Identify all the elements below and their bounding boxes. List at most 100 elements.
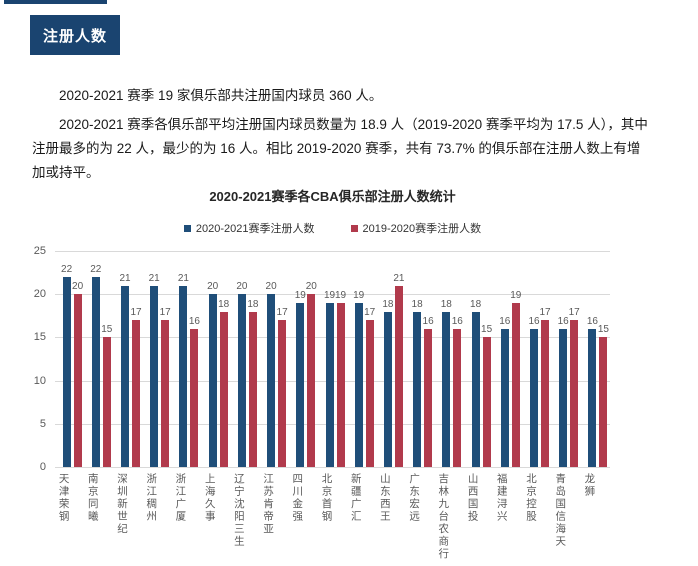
bar-2020-2021赛季注册人数-天津荣钢 (62, 276, 71, 467)
bar-2019-2020赛季注册人数-上海久事 (219, 311, 228, 467)
y-axis-tick-20: 20 (33, 288, 46, 300)
bar-2020-2021赛季注册人数-青岛国信海天 (559, 328, 568, 467)
gridline-25 (55, 251, 610, 252)
bar-2020-2021赛季注册人数-北京控股 (530, 328, 538, 467)
bar-2020-2021赛季注册人数-浙江稠州 (150, 285, 159, 467)
bar-value-label: 18 (470, 298, 482, 310)
bar-value-label: 19 (510, 289, 522, 301)
bar-value-label: 18 (218, 298, 230, 310)
bar-2019-2020赛季注册人数-吉林九台农商行 (453, 328, 462, 467)
section-badge: 注册人数 (30, 15, 120, 55)
top-partial-tab (4, 0, 107, 4)
x-axis-label-新疆广汇: 新疆广汇 (349, 473, 362, 523)
x-axis-label-四川金强: 四川金强 (291, 473, 304, 523)
bar-2020-2021赛季注册人数-山西国投 (471, 311, 480, 467)
bar-value-label: 21 (393, 272, 405, 284)
bar-2019-2020赛季注册人数-南京同曦 (102, 337, 111, 467)
bar-2020-2021赛季注册人数-山东西王 (383, 311, 392, 467)
bar-value-label: 16 (422, 315, 434, 327)
bar-2019-2020赛季注册人数-青岛国信海天 (570, 320, 579, 467)
bar-value-label: 17 (130, 307, 142, 319)
y-axis-tick-25: 25 (33, 245, 46, 257)
gridline-0 (55, 467, 610, 468)
bar-2019-2020赛季注册人数-山东西王 (394, 285, 403, 467)
bar-2019-2020赛季注册人数-四川金强 (307, 294, 316, 467)
bar-value-label: 22 (90, 263, 102, 275)
bar-2020-2021赛季注册人数-南京同曦 (91, 276, 100, 467)
bar-value-label: 17 (159, 307, 171, 319)
bar-2019-2020赛季注册人数-新疆广汇 (365, 320, 374, 467)
x-axis-label-山东西王: 山东西王 (378, 473, 391, 523)
body-text: 2020-2021 赛季 19 家俱乐部共注册国内球员 360 人。 2020-… (32, 84, 650, 190)
bar-value-label: 22 (61, 263, 73, 275)
bar-value-label: 20 (305, 281, 317, 293)
bar-value-label: 19 (323, 289, 336, 301)
x-axis-label-浙江稠州: 浙江稠州 (145, 473, 158, 523)
bar-value-label: 16 (499, 315, 511, 327)
bar-2019-2020赛季注册人数-北京首钢 (336, 302, 345, 467)
x-axis-label-吉林九台农商行: 吉林九台农商行 (437, 473, 450, 561)
paragraph-summary: 2020-2021 赛季 19 家俱乐部共注册国内球员 360 人。 (59, 88, 383, 103)
legend-item-2020-2021: 2020-2021赛季注册人数 (183, 220, 315, 236)
bar-2019-2020赛季注册人数-浙江稠州 (161, 320, 170, 467)
bar-2020-2021赛季注册人数-福建浔兴 (500, 328, 509, 467)
bar-value-label: 16 (188, 315, 200, 327)
bar-value-label: 16 (557, 315, 569, 327)
chart-legend: 2020-2021赛季注册人数 2019-2020赛季注册人数 (55, 220, 610, 236)
bar-value-label: 20 (207, 281, 219, 293)
chart-title: 2020-2021赛季各CBA俱乐部注册人数统计 (209, 189, 456, 204)
bar-2019-2020赛季注册人数-深圳新世纪 (132, 320, 140, 467)
bar-value-label: 18 (440, 298, 452, 310)
bar-value-label: 19 (353, 289, 365, 301)
bar-value-label: 17 (276, 307, 288, 319)
bar-value-label: 21 (148, 272, 160, 284)
bar-2019-2020赛季注册人数-龙狮 (599, 337, 608, 467)
gridline-20 (55, 294, 610, 295)
x-axis-label-南京同曦: 南京同曦 (86, 473, 99, 523)
bar-2020-2021赛季注册人数-吉林九台农商行 (442, 311, 451, 467)
bar-2020-2021赛季注册人数-深圳新世纪 (121, 285, 129, 467)
bar-value-label: 20 (236, 281, 248, 293)
bar-value-label: 16 (451, 315, 463, 327)
bar-value-label: 15 (101, 324, 113, 336)
legend-item-2019-2020: 2019-2020赛季注册人数 (350, 220, 481, 236)
bar-value-label: 17 (364, 307, 376, 319)
bar-value-label: 18 (247, 298, 259, 310)
bar-value-label: 18 (411, 298, 423, 310)
bar-2019-2020赛季注册人数-江苏肯帝亚 (278, 320, 287, 467)
bar-2019-2020赛季注册人数-广东宏远 (424, 328, 433, 467)
x-axis-label-上海久事: 上海久事 (203, 473, 216, 523)
bar-value-label: 18 (382, 298, 394, 310)
y-axis-tick-5: 5 (39, 418, 46, 430)
x-axis-label-北京控股: 北京控股 (525, 473, 537, 523)
bar-value-label: 15 (597, 324, 609, 336)
bar-value-label: 20 (265, 281, 277, 293)
x-axis-label-龙狮: 龙狮 (583, 473, 596, 498)
x-axis-label-天津荣钢: 天津荣钢 (57, 473, 70, 523)
bar-2019-2020赛季注册人数-天津荣钢 (73, 294, 82, 467)
section-badge-label: 注册人数 (42, 27, 107, 45)
bar-value-label: 21 (177, 272, 189, 284)
x-axis-label-山西国投: 山西国投 (466, 473, 479, 523)
y-axis-tick-10: 10 (33, 375, 46, 387)
bar-value-label: 19 (294, 289, 306, 301)
bar-2019-2020赛季注册人数-福建浔兴 (511, 302, 520, 467)
legend-swatch-red (350, 224, 358, 232)
x-axis-label-江苏肯帝亚: 江苏肯帝亚 (262, 473, 275, 536)
bar-2019-2020赛季注册人数-山西国投 (482, 337, 491, 467)
x-axis-label-浙江广厦: 浙江广厦 (174, 473, 187, 523)
x-axis-label-广东宏远: 广东宏远 (408, 473, 421, 523)
x-axis-label-青岛国信海天: 青岛国信海天 (554, 473, 567, 548)
bar-2020-2021赛季注册人数-北京首钢 (325, 302, 334, 467)
legend-label: 2020-2021赛季注册人数 (195, 223, 315, 235)
bar-2020-2021赛季注册人数-四川金强 (296, 302, 305, 467)
bar-value-label: 17 (539, 307, 551, 319)
x-axis-label-北京首钢: 北京首钢 (320, 473, 333, 523)
bar-value-label: 19 (334, 289, 347, 301)
bar-2020-2021赛季注册人数-广东宏远 (413, 311, 422, 467)
bar-2020-2021赛季注册人数-江苏肯帝亚 (267, 294, 276, 467)
paragraph-detail: 2020-2021 赛季各俱乐部平均注册国内球员数量为 18.9 人（2019-… (32, 117, 648, 180)
bar-value-label: 16 (528, 315, 540, 327)
